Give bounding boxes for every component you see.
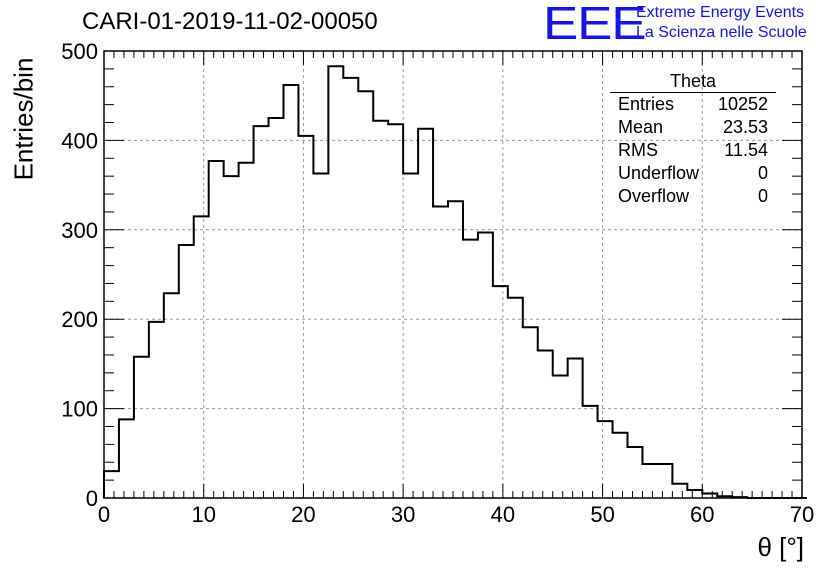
histogram-bin [732,497,747,498]
histogram-bin [448,201,463,498]
stats-row-overflow: Overflow 0 [610,185,776,208]
y-tick-label: 400 [61,128,98,153]
histogram-bin [583,406,598,498]
stats-label: Mean [618,117,664,137]
histogram-bin [179,245,194,498]
histogram-bin [358,91,373,498]
histogram-bin [478,232,493,498]
stats-row-rms: RMS 11.54 [610,139,776,162]
stats-label: RMS [618,140,658,160]
histogram-bin [239,163,254,498]
histogram-bin [164,293,179,498]
histogram-bin [254,126,269,498]
stats-row-entries: Entries 10252 [610,93,776,116]
histogram-bin [134,357,149,498]
histogram-bin [313,173,328,498]
histogram-bin [149,322,164,498]
histogram-bin [343,78,358,498]
x-tick-label: 0 [98,502,110,527]
stats-row-underflow: Underflow 0 [610,162,776,185]
histogram-bin [104,471,119,498]
y-tick-label: 200 [61,307,98,332]
histogram-bin [717,496,732,498]
histogram-bin [328,66,343,498]
histogram-bin [628,447,643,498]
x-tick-label: 50 [590,502,614,527]
chart-title: CARI-01-2019-11-02-00050 [82,8,378,35]
stats-title: Theta [610,70,776,93]
logo-line-2: La Scienza nelle Scuole [636,24,807,41]
x-tick-label: 20 [291,502,315,527]
eee-logo-mark: EEE [543,0,647,49]
stats-label: Underflow [618,163,700,183]
y-tick-label: 0 [86,486,98,511]
histogram-bin [298,136,313,498]
stats-value: 23.53 [722,117,768,137]
histogram-bin [523,327,538,498]
histogram-bin [373,121,388,498]
stats-value: 0 [757,163,768,183]
histogram-bin [553,376,568,498]
histogram-bin [418,129,433,498]
histogram-bin [463,240,478,498]
histogram-bin [598,421,613,498]
histogram-bin [209,161,224,498]
stats-label: Entries [618,94,675,114]
x-tick-label: 10 [191,502,215,527]
stats-label: Overflow [618,186,690,206]
stats-box: Theta Entries 10252 Mean 23.53 RMS 11.54… [610,70,776,208]
x-axis-label: θ [°] [757,532,804,562]
histogram-bin [687,490,702,498]
histogram-bin [568,359,583,498]
histogram-bin [224,176,239,498]
histogram-bin [642,464,657,498]
histogram-series [103,65,807,499]
stats-value: 10252 [717,94,768,114]
x-tick-label: 70 [790,502,814,527]
histogram-bin [508,298,523,498]
histogram-bin [283,85,298,498]
histogram-bin [388,124,403,498]
stats-row-mean: Mean 23.53 [610,116,776,139]
x-tick-label: 60 [690,502,714,527]
x-tick-label: 40 [491,502,515,527]
stats-value: 0 [757,186,768,206]
histogram-bin [269,118,284,498]
histogram-bin [672,484,687,498]
stats-value: 11.54 [724,140,768,160]
logo-line-1: Extreme Energy Events [636,4,805,21]
histogram-bin [493,286,508,498]
histogram-bin [119,419,134,498]
y-tick-label: 300 [61,218,98,243]
histogram-bin [702,494,717,498]
histogram-bin [538,350,553,498]
x-tick-label: 30 [391,502,415,527]
histogram-bin [657,464,672,498]
histogram-bin [194,216,209,498]
histogram-bin [403,173,418,498]
y-tick-label: 100 [61,397,98,422]
histogram-bin [433,207,448,498]
y-tick-label: 500 [61,39,98,64]
histogram-bin [613,433,628,498]
